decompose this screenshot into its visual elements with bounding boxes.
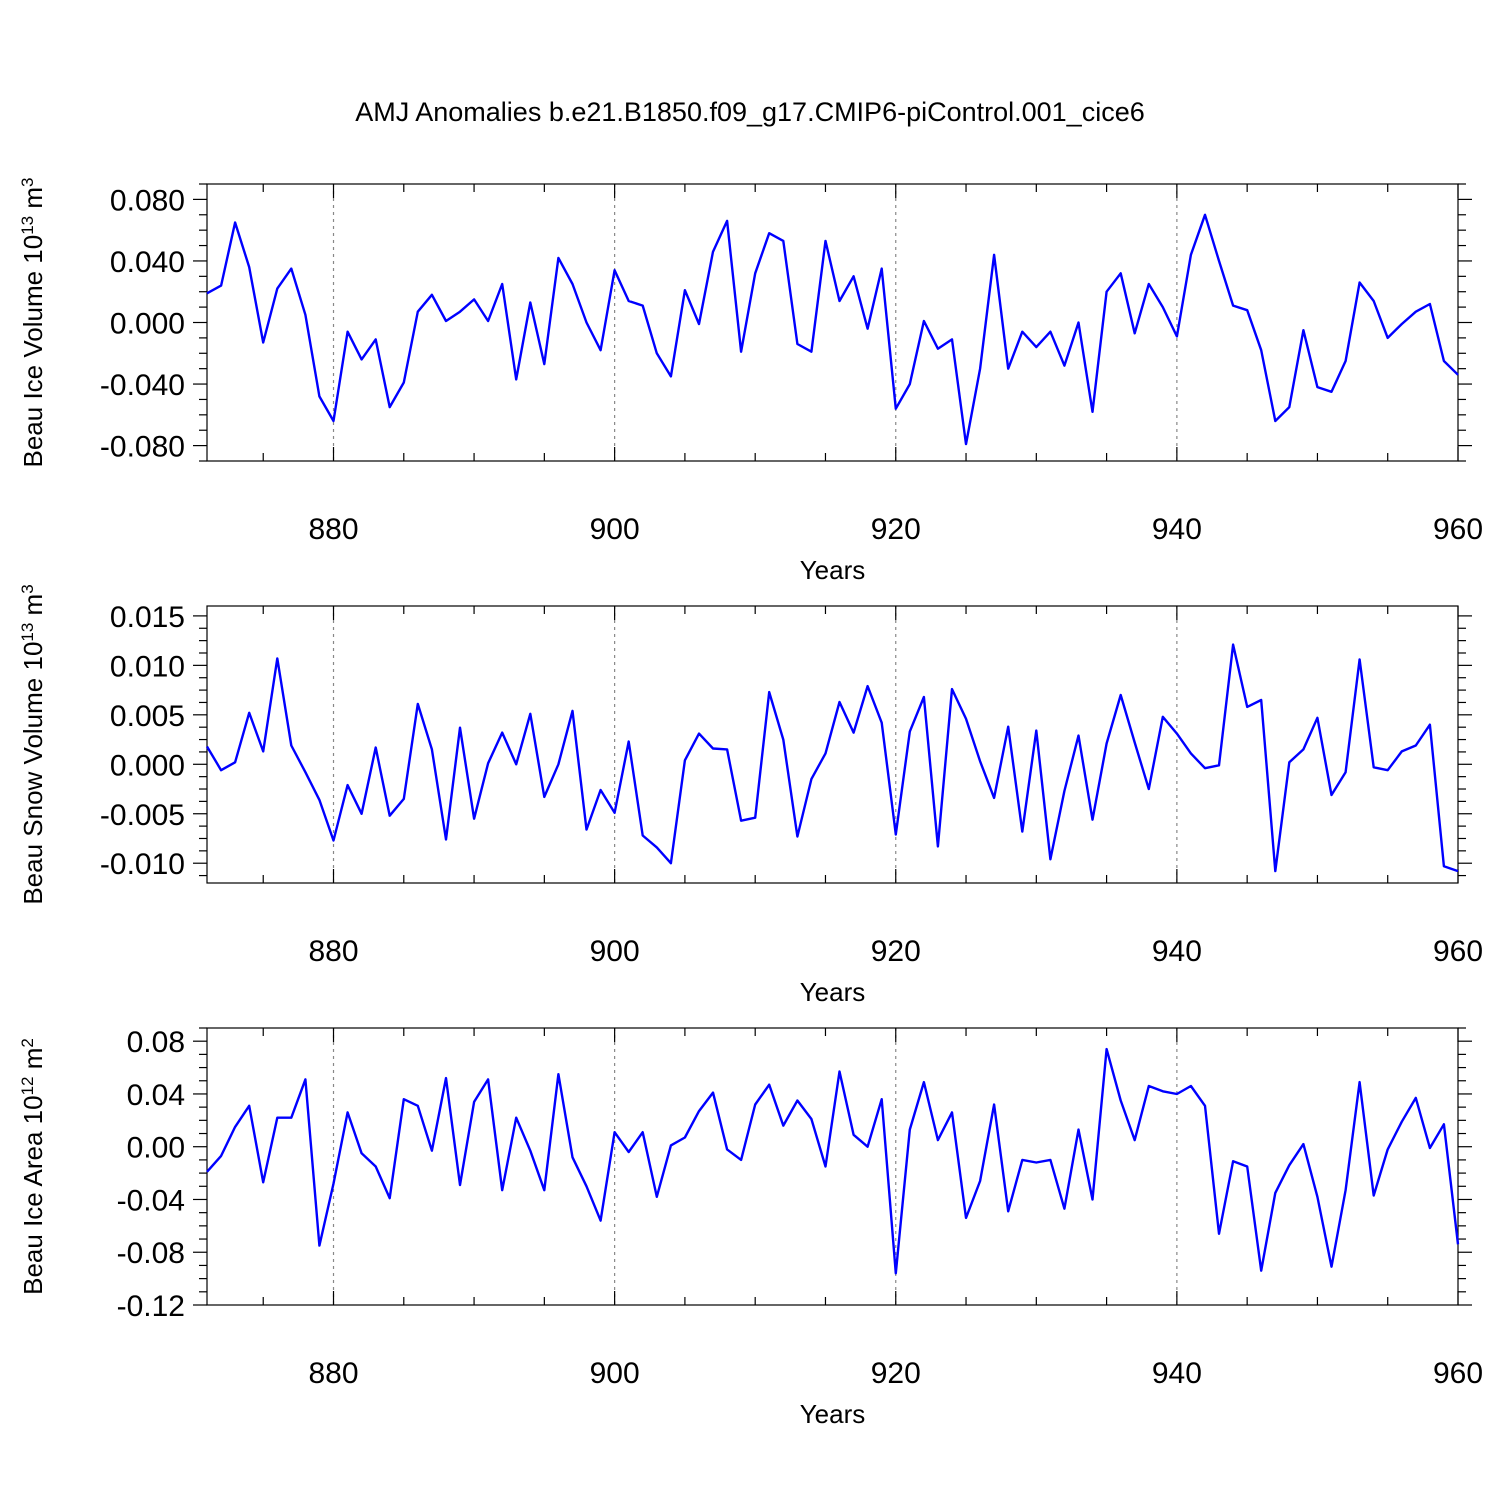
x-tick-label: 960 — [1433, 935, 1483, 968]
x-tick-label: 920 — [871, 935, 921, 968]
y-axis-label-exponent: 13 — [18, 623, 37, 642]
y-axis-label: Beau Ice Volume 1013 m3 — [18, 178, 48, 468]
x-tick-label: 920 — [871, 1357, 921, 1390]
y-axis-label-exponent: 3 — [18, 584, 37, 593]
chart-panel-3: 0.08 0.04 0.00 -0.04 -0.08 -0.12 880 900 920 940 9… — [18, 1026, 1483, 1429]
y-tick-label: -0.08 — [117, 1237, 185, 1270]
x-tick-label: 960 — [1433, 513, 1483, 546]
y-tick-label: 0.040 — [110, 246, 185, 279]
y-tick-label: 0.080 — [110, 184, 185, 217]
y-tick-label: 0.04 — [127, 1079, 185, 1112]
y-tick-label: 0.00 — [127, 1132, 185, 1165]
y-axis-label-text: m — [18, 187, 48, 216]
plot-frame — [206, 1027, 1459, 1306]
y-tick-label: -0.040 — [100, 369, 185, 402]
y-axis-label-text: m — [18, 594, 48, 623]
y-axis-label-exponent: 13 — [18, 216, 37, 235]
y-axis-label-text: Beau Ice Volume 10 — [18, 235, 48, 468]
series-line — [205, 643, 1459, 873]
y-axis-label-exponent: 3 — [18, 178, 37, 187]
x-tick-label: 920 — [871, 513, 921, 546]
series-line — [206, 213, 1459, 446]
plot-frame — [206, 183, 1459, 462]
x-tick-label: 960 — [1433, 1357, 1483, 1390]
y-tick-label: -0.010 — [100, 848, 185, 881]
x-tick-label: 880 — [308, 935, 358, 968]
plot-frame — [206, 605, 1459, 884]
y-tick-label: 0.005 — [110, 700, 185, 733]
y-tick-label: -0.005 — [100, 799, 185, 832]
x-tick-label: 900 — [590, 1357, 640, 1390]
y-axis-label-exponent: 12 — [18, 1076, 37, 1095]
x-tick-label: 900 — [590, 935, 640, 968]
x-tick-label: 880 — [308, 513, 358, 546]
x-tick-label: 940 — [1152, 513, 1202, 546]
y-tick-label: 0.010 — [110, 650, 185, 683]
x-tick-label: 940 — [1152, 935, 1202, 968]
x-axis-label: Years — [800, 1399, 866, 1429]
y-tick-label: 0.000 — [110, 308, 185, 341]
y-axis-label-text: Beau Snow Volume 10 — [18, 642, 48, 905]
x-axis-label: Years — [800, 977, 866, 1007]
x-tick-label: 880 — [308, 1357, 358, 1390]
chart-panel-2: 0.015 0.010 0.005 0.000 -0.005 -0.010 880 900 92… — [18, 584, 1483, 1007]
series-line — [206, 1047, 1460, 1275]
y-axis-label-exponent: 2 — [18, 1038, 37, 1047]
y-axis-label: Beau Ice Area 1012 m2 — [18, 1038, 48, 1295]
x-tick-label: 940 — [1152, 1357, 1202, 1390]
y-axis-label-text: Beau Ice Area 10 — [18, 1095, 48, 1294]
y-tick-label: 0.08 — [127, 1026, 185, 1059]
y-tick-label: -0.04 — [117, 1184, 185, 1217]
y-tick-label: 0.015 — [110, 601, 185, 634]
page-title: AMJ Anomalies b.e21.B1850.f09_g17.CMIP6-… — [355, 97, 1144, 127]
x-axis-label: Years — [800, 555, 866, 585]
y-tick-label: 0.000 — [110, 749, 185, 782]
y-tick-label: -0.080 — [100, 431, 185, 464]
chart-panel-1: 0.080 0.040 0.000 -0.040 -0.080 880 900 920 940 9… — [18, 178, 1483, 586]
y-axis-label: Beau Snow Volume 1013 m3 — [18, 584, 48, 904]
x-tick-label: 900 — [590, 513, 640, 546]
y-tick-label: -0.12 — [117, 1290, 185, 1323]
y-axis-label-text: m — [18, 1048, 48, 1077]
